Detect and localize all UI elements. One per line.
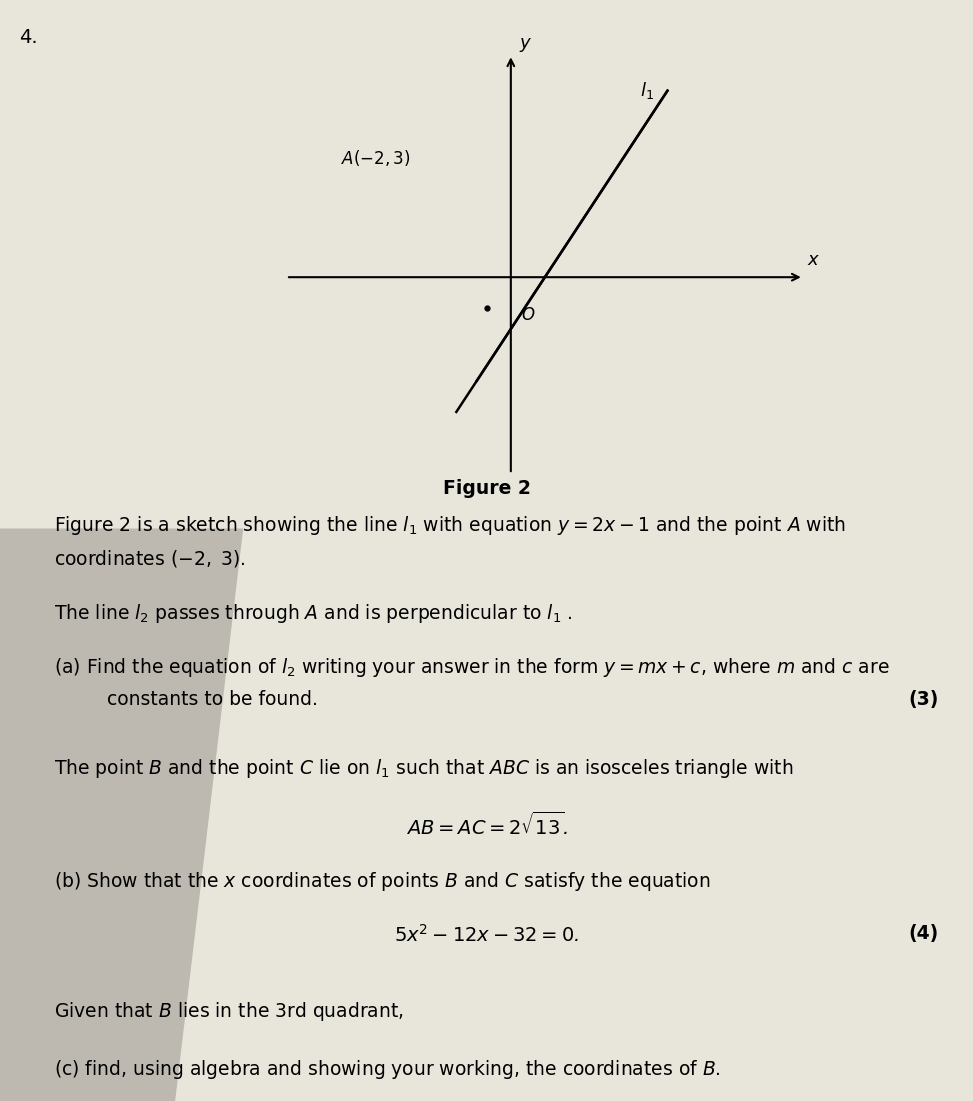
Text: The point $B$ and the point $C$ lie on $l_1$ such that $ABC$ is an isosceles tri: The point $B$ and the point $C$ lie on $…	[54, 757, 793, 781]
Text: The line $l_2$ passes through $A$ and is perpendicular to $l_1$ .: The line $l_2$ passes through $A$ and is…	[54, 602, 572, 625]
Text: Figure 2: Figure 2	[443, 479, 530, 498]
Text: $l_1$: $l_1$	[640, 80, 654, 101]
Text: x: x	[808, 251, 817, 270]
Text: $5x^2 -12x-32=0$.: $5x^2 -12x-32=0$.	[394, 924, 579, 946]
Text: O: O	[522, 306, 534, 324]
Text: (4): (4)	[909, 924, 939, 942]
Text: (c) find, using algebra and showing your working, the coordinates of $B$.: (c) find, using algebra and showing your…	[54, 1058, 720, 1081]
Text: 4.: 4.	[19, 28, 38, 46]
Text: Given that $B$ lies in the 3rd quadrant,: Given that $B$ lies in the 3rd quadrant,	[54, 1000, 403, 1023]
Text: (3): (3)	[909, 690, 939, 709]
Text: $AB = AC = 2\sqrt{13}$.: $AB = AC = 2\sqrt{13}$.	[406, 811, 567, 839]
Text: (b) Show that the $x$ coordinates of points $B$ and $C$ satisfy the equation: (b) Show that the $x$ coordinates of poi…	[54, 870, 710, 893]
Text: coordinates $(-2,\ 3)$.: coordinates $(-2,\ 3)$.	[54, 548, 245, 569]
Text: (a) Find the equation of $l_2$ writing your answer in the form $y = mx + c$, whe: (a) Find the equation of $l_2$ writing y…	[54, 656, 889, 679]
Text: $A(-2,3)$: $A(-2,3)$	[341, 148, 410, 168]
Polygon shape	[0, 528, 243, 1101]
Text: y: y	[519, 34, 529, 52]
Text: Figure 2 is a sketch showing the line $l_1$ with equation $y = 2x - 1$ and the p: Figure 2 is a sketch showing the line $l…	[54, 514, 846, 537]
Text: constants to be found.: constants to be found.	[83, 690, 317, 709]
